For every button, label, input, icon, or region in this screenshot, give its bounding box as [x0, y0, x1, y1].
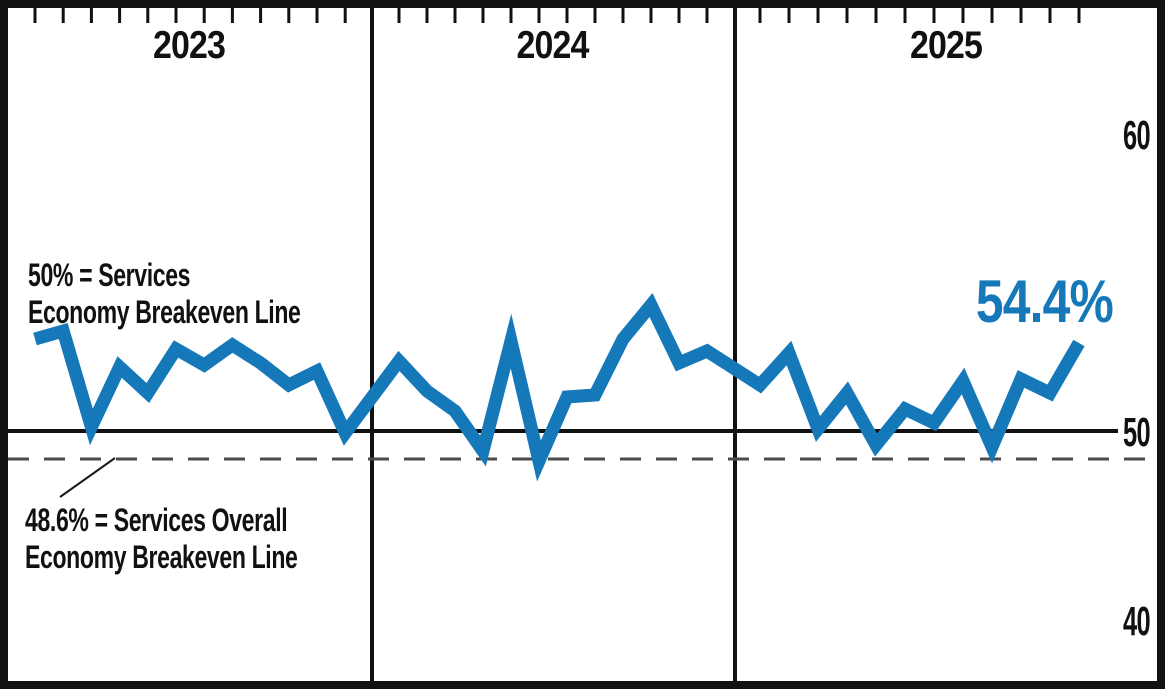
- breakeven-50-annotation: 50% = Services Economy Breakeven Line: [28, 257, 301, 331]
- month-tick-marks: [33, 8, 1081, 23]
- month-tick: [343, 8, 347, 23]
- month-tick: [593, 8, 597, 23]
- month-tick: [990, 8, 994, 23]
- month-tick: [202, 8, 206, 23]
- month-tick: [118, 8, 122, 23]
- month-tick: [1048, 8, 1052, 23]
- latest-value-callout: 54.4%: [975, 268, 1114, 335]
- chart-border-left: [0, 0, 8, 689]
- breakeven-50-annotation-line2: Economy Breakeven Line: [28, 294, 301, 330]
- month-tick: [425, 8, 429, 23]
- month-tick: [787, 8, 791, 23]
- year-divider-2024-2025: [733, 8, 737, 681]
- month-tick: [874, 8, 878, 23]
- month-tick: [621, 8, 625, 23]
- month-tick: [565, 8, 569, 23]
- month-tick: [649, 8, 653, 23]
- y-axis-label-50: 50: [1122, 409, 1151, 455]
- month-tick: [903, 8, 907, 23]
- month-tick: [677, 8, 681, 23]
- year-label-2023: 2023: [152, 24, 226, 67]
- breakeven-48-6-annotation-line1: 48.6% = Services Overall: [25, 502, 288, 538]
- month-tick: [845, 8, 849, 23]
- annotation-leader-line: [59, 457, 116, 498]
- month-tick: [174, 8, 178, 23]
- breakeven-48-6-annotation-line2: Economy Breakeven Line: [25, 539, 298, 575]
- month-tick: [453, 8, 457, 23]
- month-tick: [230, 8, 234, 23]
- month-tick: [259, 8, 263, 23]
- services-pmi-series-line: [33, 293, 1085, 482]
- month-tick: [61, 8, 65, 23]
- year-label-2024: 2024: [516, 24, 589, 67]
- y-axis-label-60: 60: [1122, 112, 1151, 158]
- month-tick: [758, 8, 762, 23]
- month-tick: [315, 8, 319, 23]
- month-tick: [1019, 8, 1023, 23]
- chart-border-right: [1157, 0, 1165, 689]
- month-tick: [1077, 8, 1081, 23]
- y-axis-label-40: 40: [1122, 598, 1151, 644]
- month-tick: [287, 8, 291, 23]
- month-tick: [33, 8, 37, 23]
- month-tick: [509, 8, 513, 23]
- month-tick: [146, 8, 150, 23]
- breakeven-50-solid-line: [8, 429, 1118, 433]
- chart-border-top: [0, 0, 1165, 8]
- month-tick: [537, 8, 541, 23]
- month-tick: [961, 8, 965, 23]
- year-divider-2023-2024: [370, 8, 374, 681]
- year-label-2025: 2025: [909, 24, 983, 67]
- breakeven-50-annotation-line1: 50% = Services: [28, 257, 191, 293]
- month-tick: [932, 8, 936, 23]
- month-tick: [89, 8, 93, 23]
- month-tick: [816, 8, 820, 23]
- month-tick: [705, 8, 709, 23]
- chart-border-bottom: [0, 681, 1165, 689]
- month-tick: [397, 8, 401, 23]
- month-tick: [481, 8, 485, 23]
- breakeven-48-6-annotation: 48.6% = Services Overall Economy Breakev…: [25, 502, 298, 576]
